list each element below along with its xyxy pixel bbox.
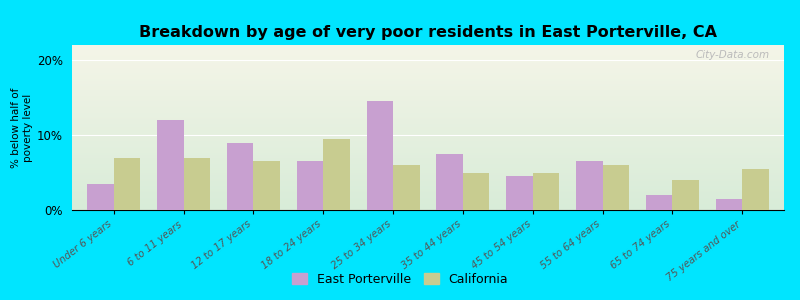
Bar: [157, 120, 184, 210]
Bar: [114, 158, 141, 210]
Bar: [506, 176, 533, 210]
Bar: [87, 184, 114, 210]
Y-axis label: % below half of
poverty level: % below half of poverty level: [11, 87, 33, 168]
Bar: [227, 142, 254, 210]
Bar: [366, 101, 393, 210]
Bar: [576, 161, 602, 210]
Bar: [646, 195, 672, 210]
Bar: [742, 169, 769, 210]
Bar: [297, 161, 323, 210]
Bar: [254, 161, 280, 210]
Legend: East Porterville, California: East Porterville, California: [287, 268, 513, 291]
Bar: [715, 199, 742, 210]
Bar: [184, 158, 210, 210]
Bar: [393, 165, 420, 210]
Bar: [463, 172, 490, 210]
Bar: [533, 172, 559, 210]
Text: City-Data.com: City-Data.com: [696, 50, 770, 60]
Bar: [323, 139, 350, 210]
Bar: [602, 165, 629, 210]
Bar: [672, 180, 699, 210]
Bar: [436, 154, 463, 210]
Title: Breakdown by age of very poor residents in East Porterville, CA: Breakdown by age of very poor residents …: [139, 25, 717, 40]
